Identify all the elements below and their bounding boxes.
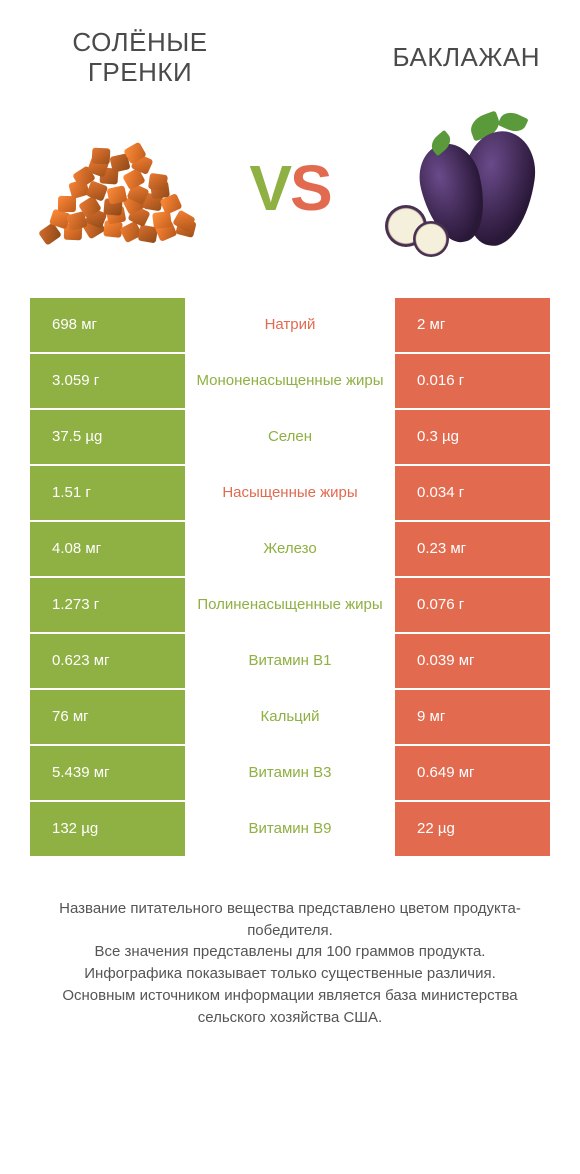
vs-label: VS [249, 151, 330, 225]
eggplant-icon [375, 113, 545, 263]
nutrient-label: Витамин B9 [185, 802, 395, 856]
left-value: 0.623 мг [30, 634, 185, 688]
nutrient-label: Натрий [185, 298, 395, 352]
left-value: 1.51 г [30, 466, 185, 520]
images-row: VS [0, 98, 580, 298]
table-row: 132 µgВитамин B922 µg [30, 802, 550, 858]
footer-line-1: Название питательного вещества представл… [30, 898, 550, 942]
left-value: 132 µg [30, 802, 185, 856]
footer-line-4: Основным источником информации является … [30, 985, 550, 1029]
table-row: 76 мгКальций9 мг [30, 690, 550, 746]
left-value: 3.059 г [30, 354, 185, 408]
footer-line-3: Инфографика показывает только существенн… [30, 963, 550, 985]
table-row: 698 мгНатрий2 мг [30, 298, 550, 354]
left-product-title-wrap: СОЛЁНЫЕ ГРЕНКИ [40, 28, 240, 88]
right-value: 0.3 µg [395, 410, 550, 464]
table-row: 4.08 мгЖелезо0.23 мг [30, 522, 550, 578]
nutrient-label: Насыщенные жиры [185, 466, 395, 520]
right-value: 0.034 г [395, 466, 550, 520]
left-value: 76 мг [30, 690, 185, 744]
nutrient-label: Мононенасыщенные жиры [185, 354, 395, 408]
right-value: 2 мг [395, 298, 550, 352]
table-row: 0.623 мгВитамин B10.039 мг [30, 634, 550, 690]
nutrient-label: Селен [185, 410, 395, 464]
left-value: 4.08 мг [30, 522, 185, 576]
footer-notes: Название питательного вещества представл… [0, 858, 580, 1029]
table-row: 5.439 мгВитамин B30.649 мг [30, 746, 550, 802]
right-value: 9 мг [395, 690, 550, 744]
left-value: 1.273 г [30, 578, 185, 632]
nutrient-label: Полиненасыщенные жиры [185, 578, 395, 632]
left-product-title: СОЛЁНЫЕ ГРЕНКИ [40, 28, 240, 88]
left-value: 698 мг [30, 298, 185, 352]
vs-letter-v: V [249, 152, 290, 224]
right-product-title: БАКЛАЖАН [392, 43, 540, 73]
left-product-image [30, 113, 210, 263]
right-product-image [370, 113, 550, 263]
nutrient-label: Витамин B1 [185, 634, 395, 688]
right-product-title-wrap: БАКЛАЖАН [340, 28, 540, 88]
nutrient-label: Витамин B3 [185, 746, 395, 800]
vs-letter-s: S [290, 152, 331, 224]
right-value: 0.076 г [395, 578, 550, 632]
nutrition-table: 698 мгНатрий2 мг3.059 гМононенасыщенные … [0, 298, 580, 858]
table-row: 3.059 гМононенасыщенные жиры0.016 г [30, 354, 550, 410]
left-value: 5.439 мг [30, 746, 185, 800]
left-value: 37.5 µg [30, 410, 185, 464]
right-value: 0.016 г [395, 354, 550, 408]
right-value: 0.23 мг [395, 522, 550, 576]
header: СОЛЁНЫЕ ГРЕНКИ БАКЛАЖАН [0, 0, 580, 98]
footer-line-2: Все значения представлены для 100 граммо… [30, 941, 550, 963]
table-row: 37.5 µgСелен0.3 µg [30, 410, 550, 466]
table-row: 1.51 гНасыщенные жиры0.034 г [30, 466, 550, 522]
right-value: 22 µg [395, 802, 550, 856]
croutons-icon [40, 133, 200, 243]
right-value: 0.039 мг [395, 634, 550, 688]
nutrient-label: Железо [185, 522, 395, 576]
right-value: 0.649 мг [395, 746, 550, 800]
table-row: 1.273 гПолиненасыщенные жиры0.076 г [30, 578, 550, 634]
nutrient-label: Кальций [185, 690, 395, 744]
